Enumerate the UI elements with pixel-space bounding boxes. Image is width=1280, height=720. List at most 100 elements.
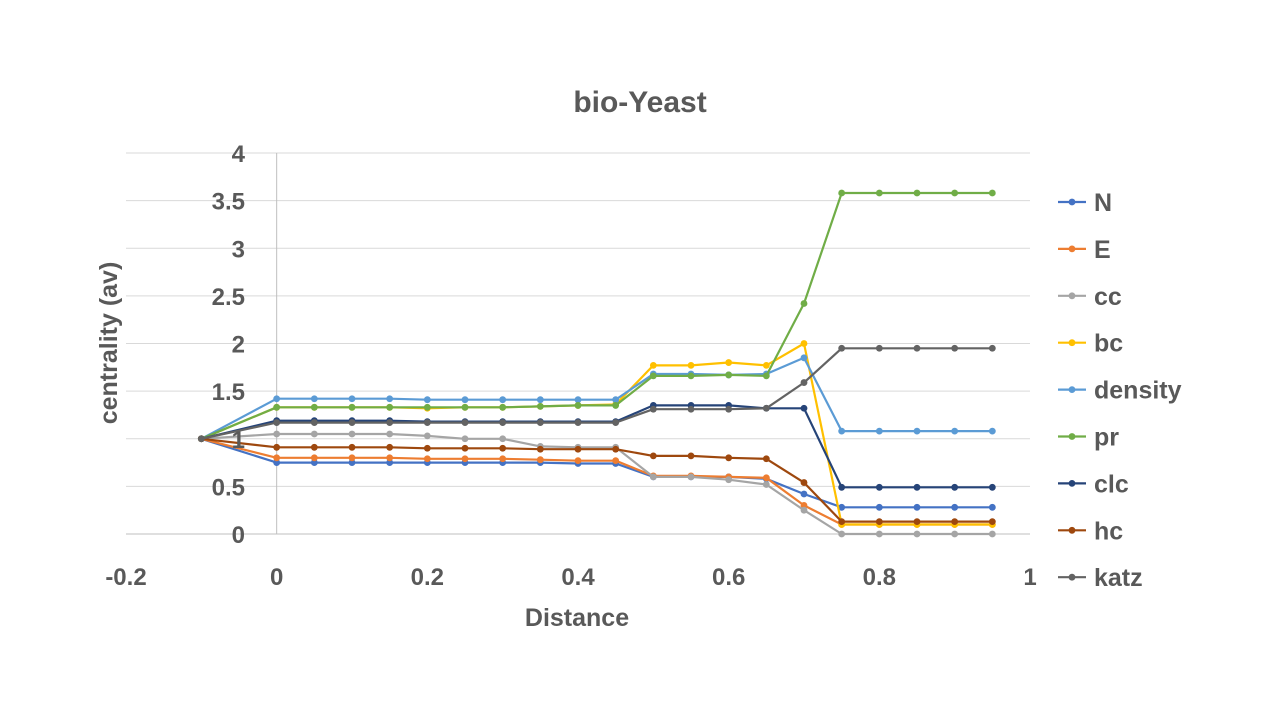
data-point-pr: [913, 189, 921, 197]
data-point-cc: [461, 435, 469, 443]
x-tick-label: 0.6: [712, 564, 745, 591]
data-point-density: [348, 395, 356, 403]
y-tick-label: 1: [232, 427, 245, 454]
data-point-density: [423, 396, 431, 404]
data-point-pr: [687, 372, 695, 380]
data-point-E: [461, 455, 469, 463]
y-tick-label: 0: [232, 522, 245, 549]
legend-label: cc: [1094, 283, 1122, 311]
data-point-hc: [913, 518, 921, 526]
data-point-katz: [649, 405, 657, 413]
series-line-pr: [200, 191, 993, 440]
data-point-bc: [687, 362, 695, 369]
data-point-density: [386, 395, 394, 403]
data-point-N: [348, 459, 356, 466]
x-tick-label: 0: [270, 564, 283, 591]
data-point-E: [574, 457, 582, 465]
data-point-hc: [800, 479, 808, 486]
data-point-E: [800, 502, 808, 509]
data-point-katz: [762, 404, 770, 412]
data-point-density: [951, 427, 959, 435]
data-point-density: [499, 396, 507, 404]
data-point-hc: [838, 518, 846, 526]
data-point-bc: [800, 340, 808, 347]
data-point-density: [574, 396, 582, 404]
data-point-katz: [499, 419, 507, 426]
data-point-katz: [386, 419, 394, 426]
legend-item-bc: bc: [1058, 330, 1123, 358]
series-density: [197, 354, 996, 443]
legend-swatch-marker: [1068, 573, 1076, 581]
data-point-bc: [649, 362, 657, 369]
data-point-N: [875, 503, 883, 511]
series-pr: [197, 189, 996, 443]
data-point-pr: [348, 403, 356, 411]
data-point-hc: [649, 452, 657, 460]
data-point-N: [386, 459, 394, 466]
data-point-hc: [536, 445, 544, 453]
data-point-pr: [574, 402, 582, 409]
y-tick-label: 4: [232, 141, 246, 168]
y-tick-label: 2: [232, 332, 245, 359]
legend-label: bc: [1094, 330, 1123, 358]
data-point-hc: [348, 443, 356, 451]
data-point-density: [612, 396, 620, 404]
data-point-pr: [725, 371, 733, 379]
data-point-E: [499, 455, 507, 463]
data-point-hc: [310, 443, 318, 451]
data-point-N: [988, 503, 996, 511]
x-tick-label: 0.4: [561, 564, 595, 591]
data-point-pr: [310, 403, 318, 411]
data-point-hc: [499, 444, 507, 452]
data-point-cc: [875, 530, 883, 538]
data-point-cc: [273, 430, 281, 438]
data-point-pr: [649, 372, 657, 380]
legend-item-hc: hc: [1058, 517, 1123, 545]
data-point-cc: [951, 530, 959, 538]
data-point-E: [536, 456, 544, 464]
series-line-hc: [201, 437, 993, 523]
legend-label: hc: [1094, 517, 1123, 545]
series-line-E: [201, 437, 993, 526]
legend-item-E: E: [1058, 236, 1111, 264]
x-tick-label: -0.2: [105, 564, 146, 591]
data-point-density: [461, 396, 469, 404]
data-point-pr: [612, 402, 620, 409]
series-line-katz: [201, 347, 993, 440]
legend-label: density: [1094, 377, 1182, 405]
y-axis-label: centrality (av): [95, 262, 123, 425]
data-point-hc: [386, 443, 394, 451]
data-point-density: [913, 427, 921, 435]
x-tick-label: 1: [1023, 564, 1036, 591]
data-point-pr: [762, 372, 770, 380]
x-tick-label: 0.2: [411, 564, 444, 591]
data-point-pr: [499, 403, 507, 411]
data-point-N: [838, 503, 846, 511]
data-point-density: [536, 396, 544, 404]
data-point-E: [348, 454, 356, 462]
data-point-N: [951, 503, 959, 511]
legend-item-cc: cc: [1058, 283, 1122, 311]
data-point-clc: [800, 404, 808, 412]
data-point-katz: [536, 419, 544, 426]
data-point-pr: [838, 189, 846, 197]
y-tick-label: 3.5: [212, 189, 245, 216]
legend-item-katz: katz: [1058, 564, 1143, 592]
series-line-density: [200, 356, 993, 440]
data-point-hc: [951, 518, 959, 526]
y-tick-label: 3: [232, 236, 245, 263]
legend-label: clc: [1094, 470, 1129, 498]
data-point-hc: [461, 444, 469, 452]
data-point-katz: [800, 379, 808, 386]
legend-swatch-marker: [1068, 292, 1076, 300]
data-point-E: [273, 454, 281, 462]
chart-title: bio-Yeast: [573, 86, 706, 119]
data-point-cc: [988, 530, 996, 538]
data-point-katz: [197, 435, 205, 443]
data-point-cc: [499, 435, 507, 443]
data-point-pr: [536, 402, 544, 410]
data-point-pr: [800, 300, 808, 307]
legend-label: E: [1094, 236, 1111, 264]
series-katz: [197, 344, 996, 443]
